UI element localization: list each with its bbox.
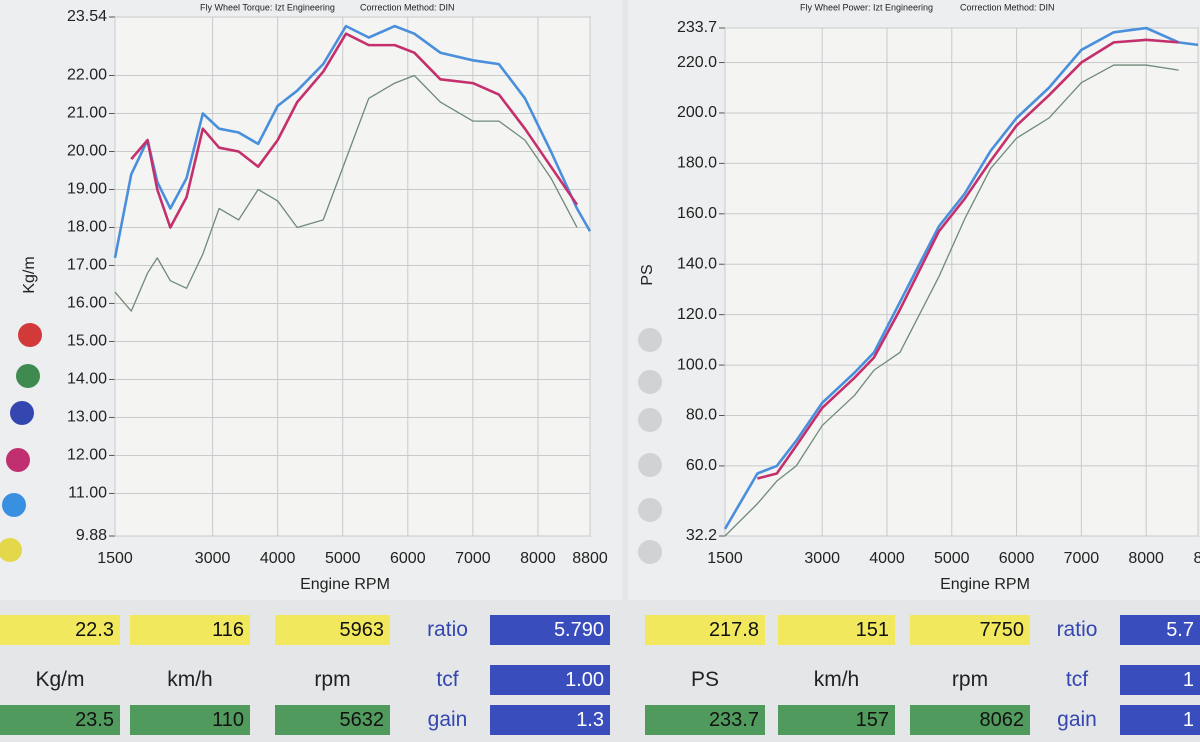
x-tick-label: 8000 [520,550,556,567]
x-tick-label: 6000 [390,550,426,567]
y-tick-label: 11.00 [68,485,107,502]
y-tick-label: 17.00 [67,257,107,274]
y-tick-label: 100.0 [677,356,717,373]
header: Fly Wheel Power: Izt Engineering [800,2,933,12]
y-tick-label: 32.2 [686,527,717,544]
readout-value: 5.7 [1120,615,1200,645]
x-tick-label: 7000 [455,550,491,567]
readout-value: 22.3 [0,615,120,645]
y-tick-label: 19.00 [67,181,107,198]
charts: Fly Wheel Torque: Izt Engineering Correc… [0,2,1200,594]
readout-label: PS [690,668,719,691]
series-line [114,74,578,312]
y-axis-label: PS [639,264,656,285]
plot-area [724,27,1199,537]
y-tick-label: 14.00 [67,371,107,388]
y-tick-label: 220.0 [677,54,717,71]
dot [6,448,30,472]
header: Correction Method: DIN [960,2,1055,12]
readout-value: 157 [778,705,895,735]
x-tick-label: 1500 [97,550,133,567]
readout-label: gain [1057,708,1097,731]
readout-value: 8062 [910,705,1030,735]
dot [0,538,22,562]
y-tick-label: 20.00 [67,143,107,160]
series-line [724,64,1179,537]
y-tick-label: 16.00 [67,295,107,312]
readout-label: gain [427,708,468,731]
y-tick-label: 23.54 [67,8,107,25]
y-tick-label: 21.00 [67,105,107,122]
readout-label: Kg/m [35,668,85,691]
dot [16,364,40,388]
plot-area [114,16,591,537]
dot [2,493,26,517]
y-tick-label: 80.0 [686,407,717,424]
y-tick-label: 9.88 [76,527,107,544]
x-tick-label: 8000 [1128,550,1164,567]
y-tick-label: 12.00 [67,447,107,464]
readout-label: ratio [1056,618,1098,641]
x-tick-label: 3000 [195,550,231,567]
series-line [757,38,1179,480]
series-line [130,32,579,229]
header: Fly Wheel Torque: Izt Engineering [200,2,335,12]
x-tick-label: 8 [1194,550,1200,567]
y-tick-label: 140.0 [677,255,717,272]
dot [10,401,34,425]
x-tick-label: 1500 [707,550,743,567]
readout-value: 1 [1120,665,1200,695]
readout-value: 1.00 [490,665,610,695]
series-line [113,24,592,259]
readout-value: 110 [130,705,250,735]
x-tick-label: 7000 [1064,550,1100,567]
dot [18,323,42,347]
x-tick-label: 5000 [934,550,970,567]
x-tick-label: 5000 [325,550,361,567]
readout-label: rpm [951,668,989,691]
x-tick-label: 8800 [572,550,608,567]
y-tick-label: 15.00 [67,333,107,350]
y-axis-label: Kg/m [21,256,38,293]
readout-label: tcf [1065,668,1089,691]
y-tick-label: 22.00 [67,67,107,84]
y-tick-label: 233.7 [677,19,717,36]
y-tick-label: 18.00 [67,219,107,236]
readout-label: km/h [167,668,213,691]
readout-label: km/h [813,668,860,691]
y-tick-label: 180.0 [677,155,717,172]
readout-label: tcf [436,668,459,691]
x-tick-label: 4000 [260,550,296,567]
y-tick-label: 13.00 [67,409,107,426]
x-axis-label: Engine RPM [300,576,390,593]
x-axis-label: Engine RPM [940,576,1030,593]
y-tick-label: 120.0 [677,306,717,323]
x-tick-label: 6000 [999,550,1035,567]
readout-value: 23.5 [0,705,120,735]
x-tick-label: 3000 [804,550,840,567]
y-tick-label: 160.0 [677,205,717,222]
y-tick-label: 60.0 [686,457,717,474]
readout-value: 1 [1120,705,1200,735]
readout-value: 233.7 [645,705,765,735]
y-tick-label: 200.0 [677,104,717,121]
readout-value: 5963 [275,615,390,645]
grey-dots [638,328,662,564]
readout-value: 7750 [910,615,1030,645]
readout-value: 116 [130,615,250,645]
readout-value: 1.3 [490,705,610,735]
header: Correction Method: DIN [360,2,455,12]
readout-label: rpm [314,668,351,691]
readout-label: ratio [427,618,468,641]
readout-value: 151 [778,615,895,645]
readout-value: 5632 [275,705,390,735]
x-tick-label: 4000 [869,550,905,567]
readout-value: 217.8 [645,615,765,645]
series-line [723,26,1199,530]
readout-value: 5.790 [490,615,610,645]
